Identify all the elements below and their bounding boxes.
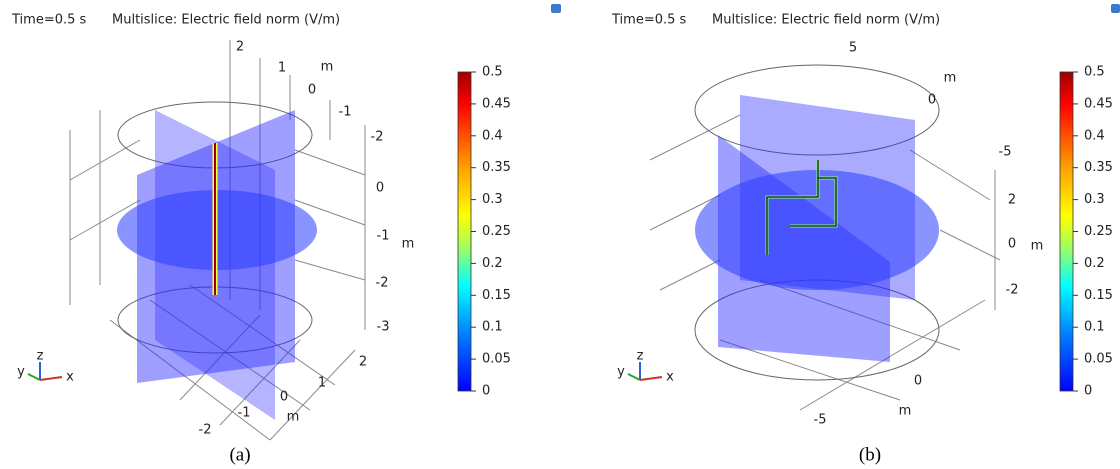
axis-tick-label: 1 (318, 376, 326, 391)
colorbar-tick-label: 0 (482, 384, 490, 399)
axis-tick-label: -2 (199, 423, 212, 438)
colorbar-tick-label: 0.4 (1084, 128, 1105, 143)
axis-tick-label: -2 (1006, 283, 1019, 298)
plot-b (650, 4, 1120, 410)
colorbar-tick-label: 0.15 (1084, 288, 1113, 303)
time-label: Time=0.5 s (11, 13, 87, 28)
colorbar-tick-label: 0.35 (482, 160, 511, 175)
axis-tick-label: -1 (339, 105, 352, 120)
triad-x (640, 377, 662, 380)
triad-label: y (617, 365, 625, 380)
time-label: Time=0.5 s (611, 13, 687, 28)
colorbar-tick-label: 0.5 (482, 65, 503, 80)
axis-tick-label: -1 (377, 229, 390, 244)
colorbar-tick-label: 0.05 (1084, 352, 1113, 367)
triad-label: x (666, 370, 674, 385)
colorbar-tick-label: 0.45 (482, 96, 511, 111)
axis-tick-label: m (1031, 239, 1044, 254)
colorbar-tick-label: 0.3 (482, 192, 503, 207)
colorbar-tick-label: 0.25 (482, 224, 511, 239)
axis-tick-label: 0 (376, 181, 384, 196)
caption: (b) (859, 444, 881, 465)
axis-tick-label: -5 (999, 145, 1012, 160)
colorbar-tick-label: 0.1 (482, 320, 503, 335)
caption: (a) (229, 444, 250, 465)
triad-x (40, 377, 62, 380)
colorbar (1060, 72, 1073, 391)
axis-tick-label: 2 (1008, 193, 1016, 208)
axis-tick-label: -2 (376, 276, 389, 291)
plot-title: Multislice: Electric field norm (V/m) (712, 13, 940, 28)
axis-tick-label: -2 (371, 130, 384, 145)
colorbar-tick-label: 0.05 (482, 352, 511, 367)
colorbar-tick-label: 0.3 (1084, 192, 1105, 207)
colorbar-tick-label: 0.45 (1084, 96, 1113, 111)
axis-tick-label: 0 (914, 374, 922, 389)
axis-tick-label: 2 (359, 355, 367, 370)
axis-tick-label: m (899, 404, 912, 419)
axis-tick-label: m (287, 410, 300, 425)
axis-tick-label: 0 (1008, 237, 1016, 252)
colorbar-tick-label: 0.15 (482, 288, 511, 303)
triad-label: x (66, 370, 74, 385)
colorbar-tick-label: 0.5 (1084, 65, 1105, 80)
colorbar-tick-label: 0.2 (482, 256, 503, 271)
triad-label: y (17, 365, 25, 380)
plot-title: Multislice: Electric field norm (V/m) (112, 13, 340, 28)
triad-label: z (637, 349, 644, 364)
axis-tick-label: 5 (849, 41, 857, 56)
axis-tick-label: 0 (280, 390, 288, 405)
colorbar-tick-label: 0.25 (1084, 224, 1113, 239)
colorbar-tick-label: 0.35 (1084, 160, 1113, 175)
axis-tick-label: 0 (308, 83, 316, 98)
colorbar (458, 72, 471, 391)
axis-tick-label: m (944, 71, 957, 86)
colorbar-tick-label: 0.2 (1084, 256, 1105, 271)
axis-tick-label: -3 (377, 320, 390, 335)
axis-tick-label: 2 (236, 40, 244, 55)
axis-tick-label: -1 (238, 406, 251, 421)
triad-y (28, 374, 40, 380)
axis-tick-label: 1 (278, 61, 286, 76)
axis-tick-label: m (402, 237, 415, 252)
axis-tick-label: m (321, 60, 334, 75)
colorbar-tick-label: 0.4 (482, 128, 503, 143)
colorbar-tick-label: 0 (1084, 384, 1092, 399)
triad-label: z (37, 349, 44, 364)
axis-tick-label: 0 (928, 93, 936, 108)
axis-tick-label: -5 (814, 413, 827, 428)
triad-y (628, 374, 640, 380)
figure: Time=0.5 s Multislice: Electric field nor… (0, 0, 1120, 469)
colorbar-tick-label: 0.1 (1084, 320, 1105, 335)
